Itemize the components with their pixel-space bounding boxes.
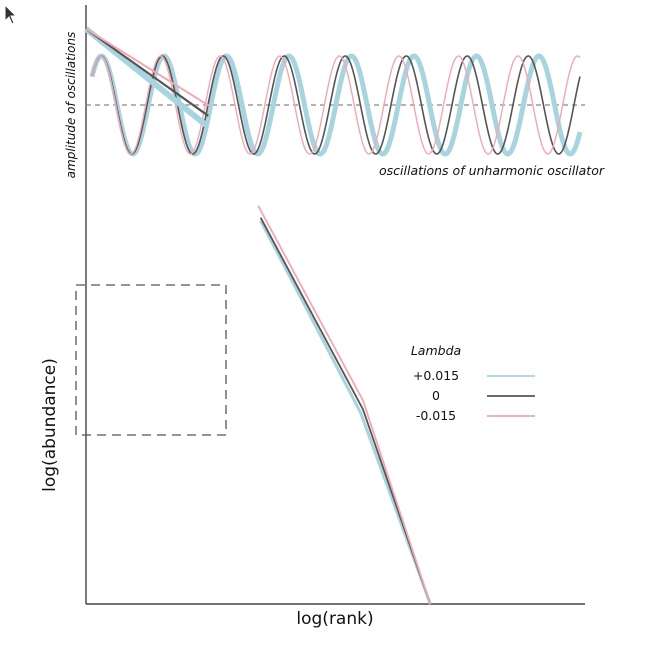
legend-title: Lambda: [411, 343, 461, 358]
y-axis-label: log(abundance): [40, 358, 60, 492]
zoom-box: [75, 284, 227, 436]
legend: Lambda +0.015 0 -0.015: [411, 343, 535, 423]
legend-label-1: 0: [432, 388, 440, 403]
series-line-2-segment-0: [85, 28, 212, 108]
legend-label-2: -0.015: [416, 408, 456, 423]
legend-entries: +0.015 0 -0.015: [413, 368, 535, 423]
inset-wave-1: [91, 55, 581, 155]
inset-ylabel: amplitude of oscillations: [64, 32, 78, 179]
series-line-1-segment-0: [85, 28, 209, 117]
series-line-2-segment-1: [257, 205, 432, 605]
legend-label-0: +0.015: [413, 368, 459, 383]
inset-waves: [89, 53, 583, 157]
series-line-1-segment-1: [259, 217, 432, 605]
mouse-cursor-icon: [4, 4, 18, 25]
x-axis-label: log(rank): [296, 609, 373, 629]
series-line-0-segment-0: [84, 26, 208, 128]
inset-wave-2: [91, 55, 581, 155]
inset-caption: oscillations of unharmonic oscillator: [379, 163, 605, 178]
series-line-0-segment-1: [259, 219, 432, 605]
inset-wave-0: [89, 53, 583, 157]
main-series: [84, 26, 432, 605]
